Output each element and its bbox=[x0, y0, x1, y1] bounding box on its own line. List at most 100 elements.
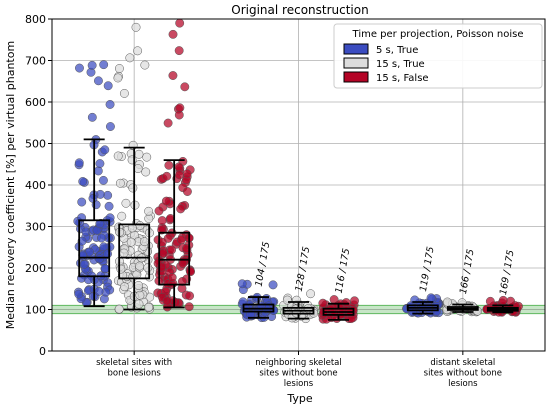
data-point bbox=[168, 71, 178, 80]
legend: Time per projection, Poisson noise 5 s, T… bbox=[333, 23, 543, 89]
data-point bbox=[95, 159, 105, 169]
x-tick-label-line: sites without bone bbox=[259, 369, 337, 379]
data-point bbox=[139, 237, 149, 247]
data-point bbox=[128, 183, 138, 193]
y-tick-label: 700 bbox=[25, 55, 46, 68]
data-point bbox=[99, 242, 109, 252]
data-point bbox=[134, 299, 144, 309]
y-tick-label: 0 bbox=[39, 345, 46, 358]
x-tick-label-line: lesions bbox=[448, 379, 478, 389]
data-point bbox=[154, 206, 164, 216]
data-point bbox=[114, 304, 124, 314]
data-point bbox=[135, 290, 145, 300]
x-tick-label: skeletal sites with bone lesions bbox=[96, 358, 172, 379]
y-tick-label: 600 bbox=[25, 96, 46, 109]
data-point bbox=[176, 235, 186, 245]
legend-swatch bbox=[343, 71, 369, 83]
data-point bbox=[95, 254, 105, 264]
x-tick-label-line: skeletal sites with bbox=[96, 358, 172, 368]
data-point bbox=[157, 216, 167, 225]
data-point bbox=[117, 211, 127, 221]
data-point bbox=[161, 196, 171, 206]
data-point bbox=[268, 280, 278, 290]
data-point bbox=[282, 295, 292, 305]
data-point bbox=[115, 178, 125, 188]
y-axis-label: Median recovery coefficient [%] per virt… bbox=[4, 41, 17, 329]
data-point bbox=[134, 149, 144, 159]
x-tick-label: distant skeletal sites without bone lesion… bbox=[424, 358, 502, 389]
data-point bbox=[175, 18, 185, 28]
box-iqr bbox=[78, 219, 111, 278]
y-tick-label: 800 bbox=[25, 13, 46, 26]
y-tick-label: 200 bbox=[25, 262, 46, 275]
legend-title: Time per projection, Poisson noise bbox=[352, 29, 524, 40]
data-point bbox=[426, 293, 436, 303]
data-point bbox=[97, 233, 106, 243]
data-point bbox=[119, 88, 129, 98]
data-point bbox=[144, 302, 154, 312]
legend-box bbox=[333, 23, 543, 89]
data-point bbox=[167, 245, 177, 255]
count-annotation: 166 / 175 bbox=[458, 248, 477, 295]
box-group bbox=[113, 22, 155, 314]
data-point bbox=[98, 175, 108, 185]
data-point bbox=[133, 164, 143, 174]
y-tick-label: 500 bbox=[25, 138, 46, 151]
data-point bbox=[341, 298, 351, 307]
data-point bbox=[180, 82, 190, 92]
legend-swatch bbox=[343, 43, 369, 55]
data-point bbox=[104, 201, 114, 211]
data-point bbox=[103, 81, 113, 91]
data-point bbox=[144, 206, 154, 216]
box-group bbox=[153, 18, 195, 312]
data-point bbox=[93, 76, 103, 86]
legend-entry: 15 s, True bbox=[376, 59, 425, 70]
data-point bbox=[162, 171, 172, 181]
count-annotation: 104 / 175 bbox=[254, 241, 273, 288]
data-point bbox=[133, 46, 143, 56]
data-point bbox=[135, 221, 145, 231]
data-point bbox=[114, 64, 124, 73]
box-group: 119 / 175 bbox=[402, 246, 444, 318]
x-tick-label-line: lesions bbox=[284, 379, 314, 389]
data-point bbox=[498, 295, 508, 305]
data-point bbox=[126, 237, 136, 247]
data-point bbox=[350, 296, 359, 306]
x-tick-label: neighboring skeletal sites without bone le… bbox=[255, 358, 341, 389]
data-point bbox=[163, 118, 173, 128]
data-point bbox=[103, 190, 113, 200]
data-point bbox=[121, 198, 131, 208]
data-point bbox=[292, 295, 302, 305]
data-point bbox=[318, 298, 328, 308]
data-point bbox=[182, 169, 192, 179]
data-point bbox=[184, 302, 194, 312]
x-tick-label-line: distant skeletal bbox=[430, 358, 495, 368]
data-point bbox=[125, 53, 135, 63]
data-point bbox=[116, 264, 126, 274]
data-point bbox=[176, 204, 186, 214]
y-tick-label: 100 bbox=[25, 304, 46, 317]
data-point bbox=[141, 167, 151, 177]
data-point bbox=[186, 267, 195, 277]
data-point bbox=[142, 152, 152, 162]
data-point bbox=[119, 248, 129, 258]
data-point bbox=[88, 291, 98, 301]
data-point bbox=[74, 289, 84, 299]
count-annotation: 119 / 175 bbox=[418, 246, 437, 293]
data-point bbox=[162, 296, 172, 306]
data-point bbox=[105, 122, 115, 131]
data-point bbox=[167, 273, 177, 282]
data-point bbox=[182, 187, 192, 196]
data-point bbox=[177, 277, 187, 286]
data-point bbox=[131, 22, 141, 32]
box-iqr bbox=[158, 231, 191, 286]
data-point bbox=[164, 160, 174, 170]
box-group: 169 / 175 bbox=[482, 249, 523, 317]
data-point bbox=[185, 291, 195, 301]
count-annotation: 169 / 175 bbox=[498, 249, 517, 296]
data-point bbox=[485, 296, 495, 306]
data-point bbox=[168, 29, 178, 39]
data-point bbox=[120, 282, 130, 292]
count-annotation: 128 / 175 bbox=[294, 246, 313, 293]
data-point bbox=[175, 103, 185, 113]
